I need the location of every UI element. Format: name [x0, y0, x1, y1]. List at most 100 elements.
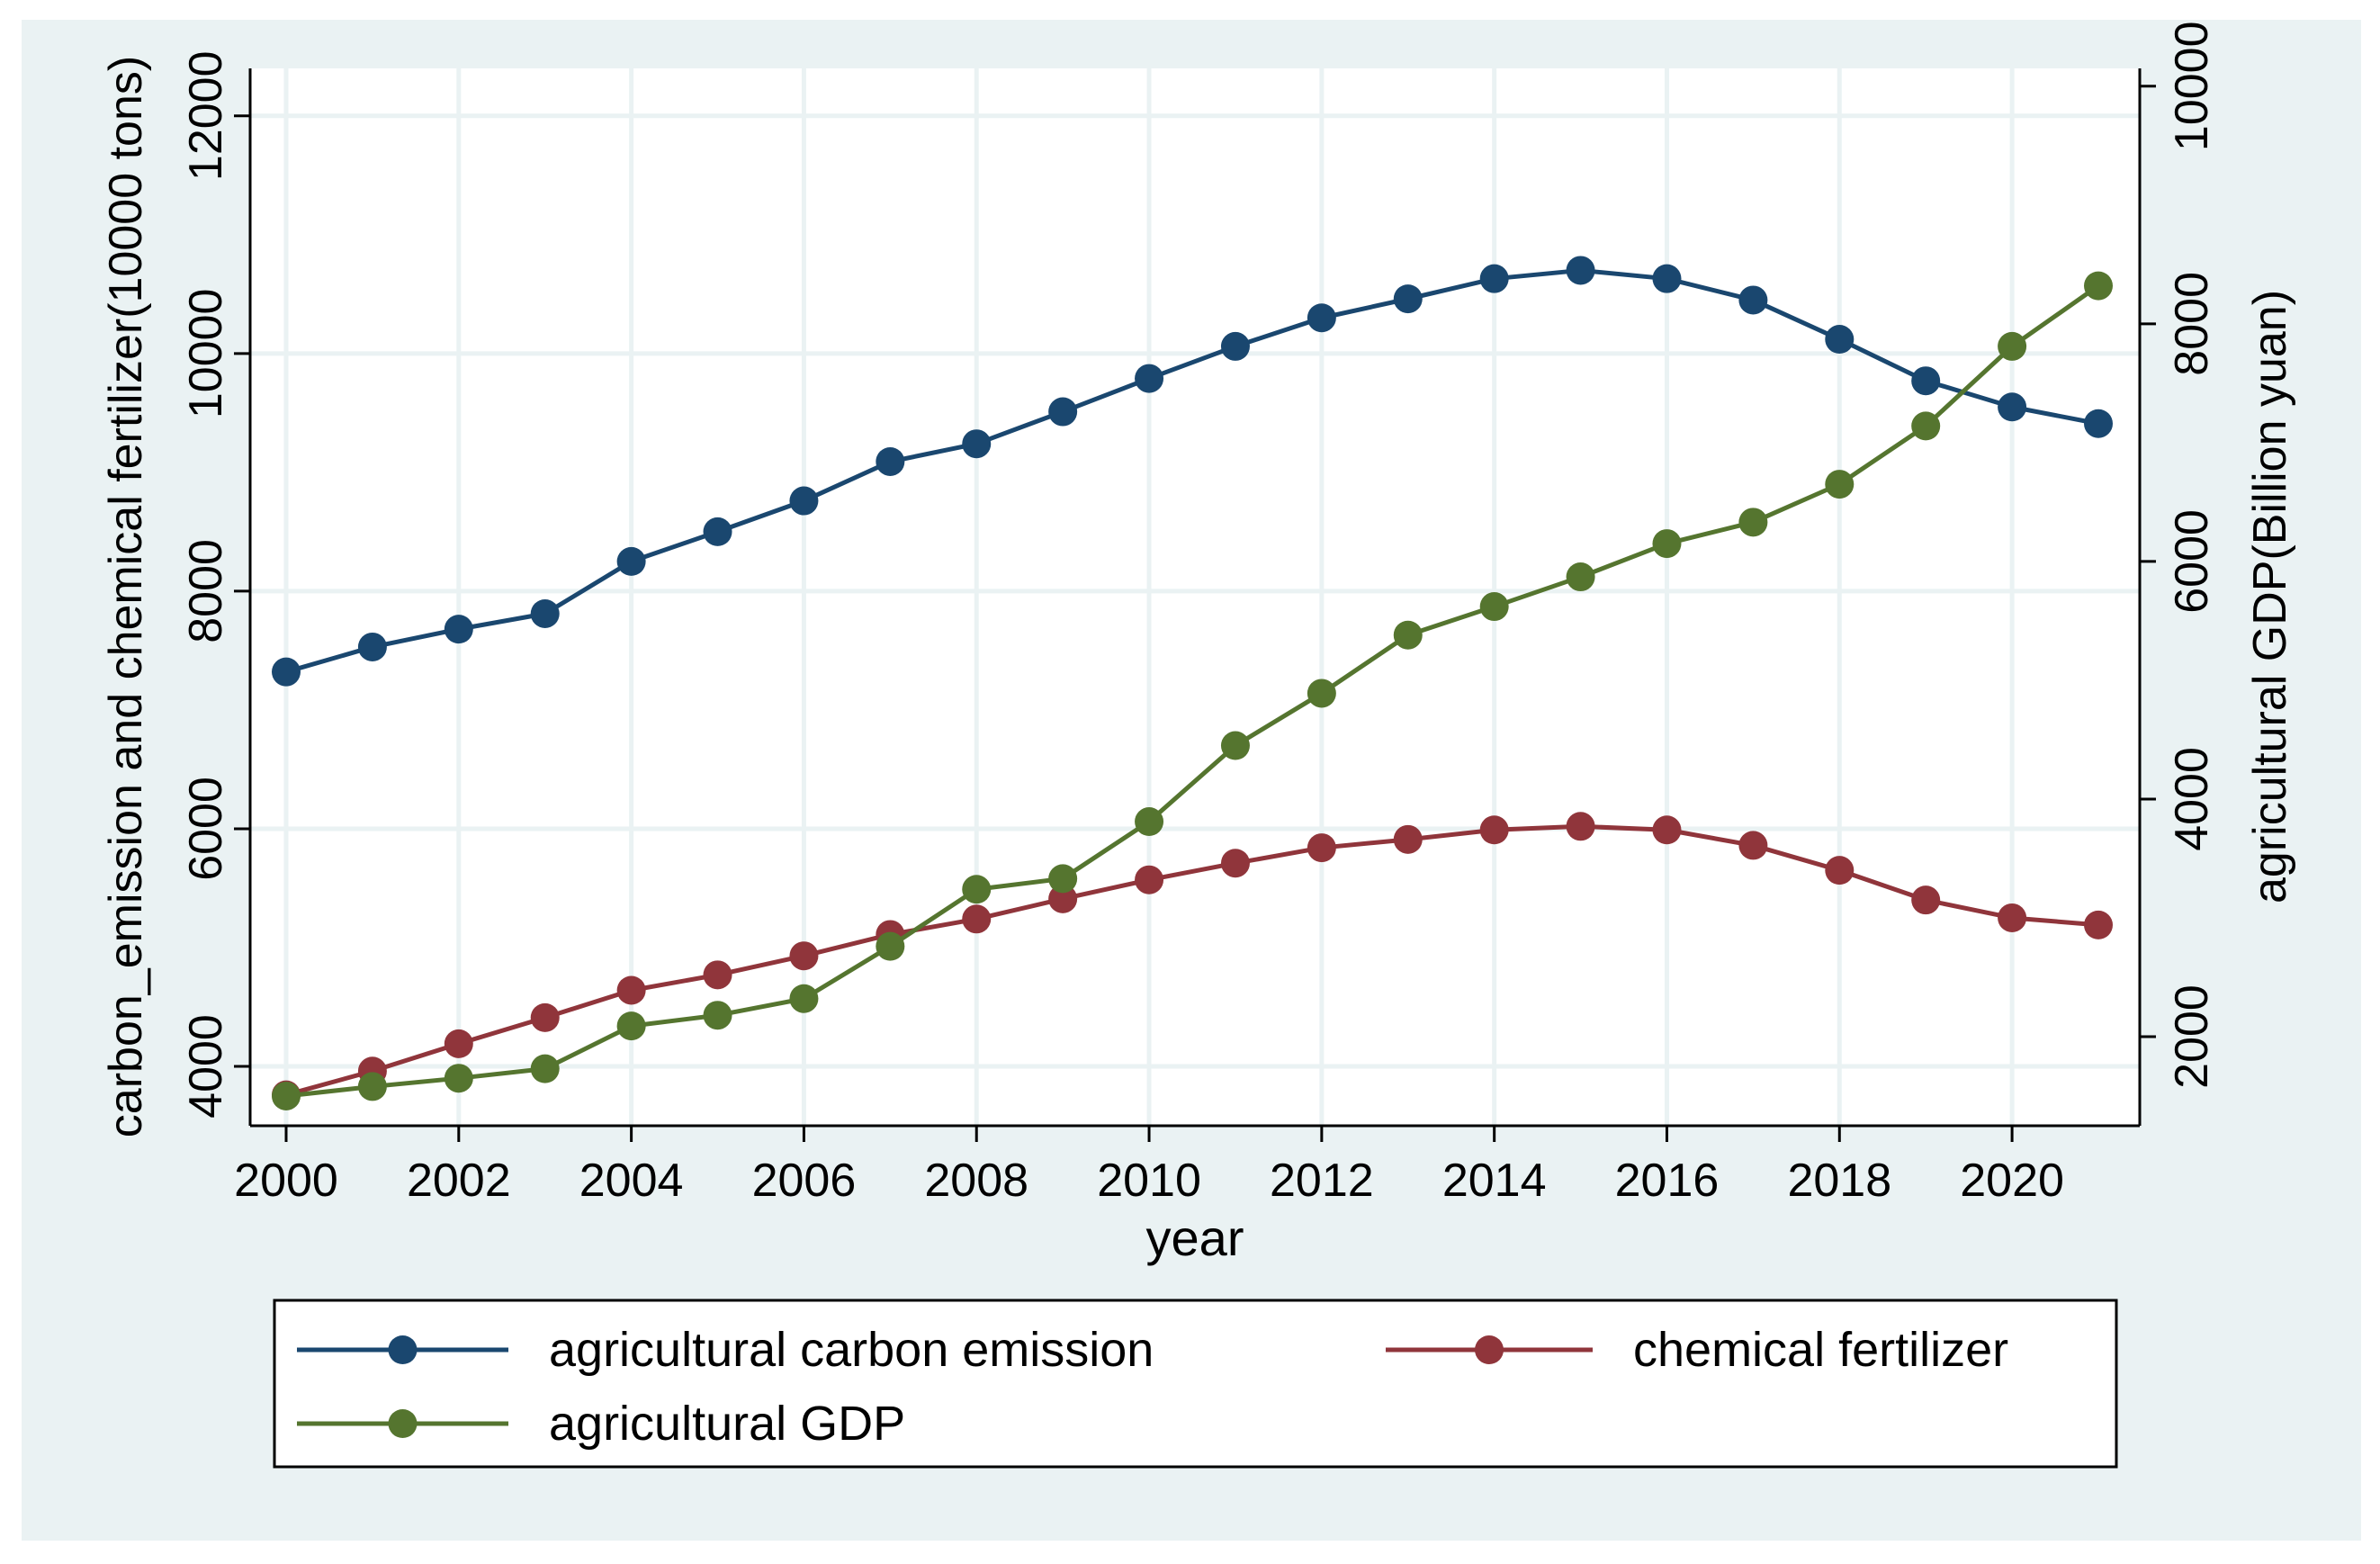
data-point-agricultural-gdp: [1307, 679, 1336, 708]
y-tick-label-right: 6000: [2166, 509, 2218, 614]
data-point-agricultural-gdp: [1048, 864, 1078, 894]
data-point-chemical-fertilizer: [1738, 831, 1768, 860]
y-tick-label-right: 8000: [2166, 272, 2218, 376]
y-tick-label-left: 4000: [180, 1014, 232, 1119]
data-point-chemical-fertilizer: [1652, 815, 1682, 845]
data-point-agricultural-carbon-emission: [1220, 331, 1250, 361]
data-point-agricultural-carbon-emission: [616, 546, 646, 576]
data-point-chemical-fertilizer: [1825, 856, 1855, 885]
data-point-chemical-fertilizer: [1307, 833, 1336, 863]
series-line-agricultural-carbon-emission: [285, 267, 2099, 675]
data-point-agricultural-carbon-emission: [357, 632, 387, 661]
data-point-agricultural-carbon-emission: [444, 615, 473, 644]
y-tick-label-right: 10000: [2166, 21, 2218, 151]
gridlines: [250, 68, 2140, 1126]
y-tick-label-left: 12000: [180, 51, 232, 182]
data-point-agricultural-carbon-emission: [962, 429, 992, 459]
data-point-agricultural-carbon-emission: [1135, 364, 1164, 393]
data-point-agricultural-gdp: [703, 1001, 732, 1030]
data-point-agricultural-carbon-emission: [1911, 366, 1941, 396]
data-point-agricultural-gdp: [789, 984, 819, 1013]
data-point-chemical-fertilizer: [1048, 884, 1078, 913]
data-point-agricultural-carbon-emission: [1479, 264, 1509, 293]
series-line-agricultural-gdp: [285, 283, 2100, 1099]
data-point-chemical-fertilizer: [1911, 885, 1941, 915]
x-tick-label: 2012: [1270, 1155, 1374, 1207]
x-tick-label: 2014: [1442, 1155, 1547, 1207]
series-line-chemical-fertilizer: [285, 823, 2099, 1098]
data-point-agricultural-gdp: [876, 931, 905, 961]
data-point-agricultural-carbon-emission: [1048, 397, 1078, 427]
data-point-agricultural-gdp: [616, 1011, 646, 1041]
data-point-agricultural-carbon-emission: [1566, 256, 1595, 285]
legend-box: [273, 1299, 2118, 1469]
data-point-chemical-fertilizer: [616, 975, 646, 1005]
data-point-chemical-fertilizer: [1479, 815, 1509, 845]
x-tick-label: 2000: [234, 1155, 338, 1207]
y-tick-label-left: 8000: [180, 539, 232, 643]
y-tick-label-right: 2000: [2166, 984, 2218, 1089]
data-point-agricultural-gdp: [357, 1072, 387, 1101]
data-point-agricultural-gdp: [530, 1054, 560, 1083]
x-tick-label: 2016: [1615, 1155, 1720, 1207]
data-point-agricultural-gdp: [1738, 508, 1768, 537]
legend-marker-agricultural-gdp: [388, 1409, 418, 1438]
x-tick-label: 2010: [1097, 1155, 1201, 1207]
data-point-agricultural-carbon-emission: [530, 598, 560, 628]
x-tick-label: 2002: [407, 1155, 511, 1207]
data-point-agricultural-carbon-emission: [1998, 392, 2027, 422]
data-point-agricultural-carbon-emission: [1825, 325, 1855, 355]
data-point-chemical-fertilizer: [962, 904, 992, 934]
data-point-agricultural-gdp: [1998, 331, 2027, 361]
axes: 2000 2002 2004 2006 2008 2010 2012 2014 2016 2018…: [180, 21, 2218, 1207]
x-tick-label: 2004: [579, 1155, 684, 1207]
data-point-agricultural-gdp: [2084, 271, 2113, 301]
y-axis-label-left: carbon_emission and chemical fertilizer(…: [100, 56, 152, 1137]
plot-area: [250, 68, 2140, 1126]
x-tick-label: 2018: [1787, 1155, 1891, 1207]
data-point-agricultural-gdp: [1135, 807, 1164, 837]
legend-label-chemical-fertilizer: chemical fertilizer: [1633, 1323, 2008, 1377]
data-point-agricultural-carbon-emission: [876, 446, 905, 476]
data-point-chemical-fertilizer: [1135, 865, 1164, 894]
data-point-agricultural-carbon-emission: [1738, 285, 1768, 315]
data-point-chemical-fertilizer: [703, 960, 732, 990]
data-point-chemical-fertilizer: [1566, 812, 1595, 841]
series-layer: [272, 256, 2113, 1110]
data-point-agricultural-gdp: [272, 1081, 301, 1110]
data-point-agricultural-carbon-emission: [1393, 284, 1423, 314]
data-point-chemical-fertilizer: [2084, 910, 2113, 939]
legend-marker-agricultural-carbon-emission: [388, 1335, 418, 1364]
data-point-agricultural-gdp: [444, 1064, 473, 1093]
x-tick-label: 2008: [924, 1155, 1028, 1207]
data-point-chemical-fertilizer: [789, 941, 819, 971]
data-point-agricultural-carbon-emission: [1652, 264, 1682, 293]
legend-marker-chemical-fertilizer: [1475, 1335, 1504, 1364]
data-point-chemical-fertilizer: [530, 1002, 560, 1032]
data-point-agricultural-gdp: [962, 875, 992, 904]
data-point-agricultural-carbon-emission: [1307, 303, 1336, 333]
data-point-agricultural-carbon-emission: [272, 657, 301, 687]
data-point-agricultural-carbon-emission: [2084, 409, 2113, 438]
data-point-agricultural-gdp: [1911, 411, 1941, 441]
legend: agricultural carbon emission chemical fer…: [273, 1299, 2118, 1469]
legend-label-agricultural-gdp: agricultural GDP: [549, 1397, 905, 1451]
y-axis-label-right: agricultural GDP(Billion yuan): [2244, 290, 2296, 903]
data-point-agricultural-gdp: [1393, 620, 1423, 650]
y-tick-label-left: 6000: [180, 777, 232, 881]
x-tick-label: 2006: [752, 1155, 857, 1207]
data-point-chemical-fertilizer: [1220, 849, 1250, 878]
data-point-agricultural-gdp: [1479, 592, 1509, 622]
x-axis-label: year: [1146, 1209, 1244, 1266]
data-point-agricultural-carbon-emission: [703, 517, 732, 546]
data-point-chemical-fertilizer: [1998, 903, 2027, 932]
data-point-chemical-fertilizer: [444, 1029, 473, 1058]
legend-label-agricultural-carbon-emission: agricultural carbon emission: [549, 1323, 1154, 1377]
data-point-chemical-fertilizer: [1393, 824, 1423, 854]
y-tick-label-right: 4000: [2166, 747, 2218, 851]
y-tick-label-left: 10000: [180, 289, 232, 419]
data-point-agricultural-gdp: [1220, 731, 1250, 760]
data-point-agricultural-gdp: [1825, 470, 1855, 499]
data-point-agricultural-gdp: [1652, 529, 1682, 559]
